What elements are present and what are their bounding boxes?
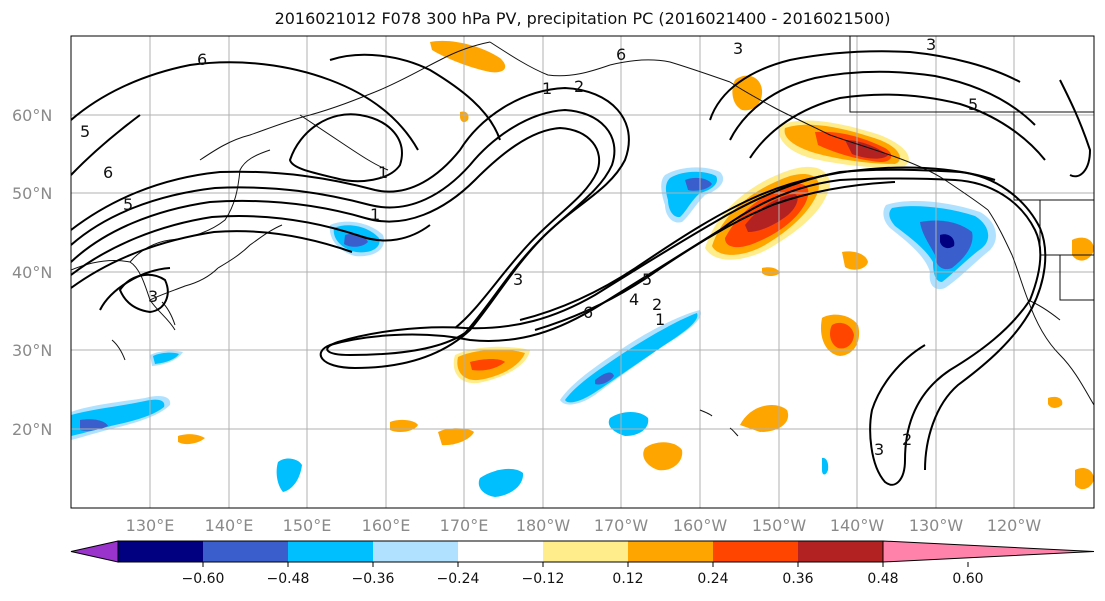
svg-text:130°E: 130°E — [126, 516, 175, 535]
lat-labels: 60°N 50°N 40°N 30°N 20°N — [12, 106, 52, 439]
svg-text:3: 3 — [926, 35, 936, 54]
colorbar-tick-label: −0.36 — [352, 571, 395, 587]
precip-shading — [71, 40, 1094, 497]
svg-text:5: 5 — [642, 270, 652, 289]
colorbar-swatch — [458, 541, 543, 562]
svg-text:20°N: 20°N — [12, 420, 52, 439]
svg-text:150°E: 150°E — [283, 516, 332, 535]
svg-text:1: 1 — [370, 205, 380, 224]
svg-text:2: 2 — [574, 77, 584, 96]
svg-text:3: 3 — [874, 440, 884, 459]
svg-text:60°N: 60°N — [12, 106, 52, 125]
svg-text:5: 5 — [968, 95, 978, 114]
colorbar-extend-low — [70, 540, 119, 563]
colorbar-outline — [117, 540, 884, 563]
svg-text:3: 3 — [148, 287, 158, 306]
colorbar-extend-high — [882, 540, 1095, 563]
svg-text:6: 6 — [583, 303, 593, 322]
svg-text:3: 3 — [733, 39, 743, 58]
colorbar-tick-label: −0.60 — [182, 571, 225, 587]
colorbar-tick-label: −0.12 — [522, 571, 565, 587]
svg-text:170°E: 170°E — [440, 516, 489, 535]
svg-text:140°W: 140°W — [830, 516, 885, 535]
colorbar: −0.60 −0.48 −0.36 −0.24 −0.12 0.12 0.24 0.36 0.4… — [70, 540, 1095, 587]
svg-text:4: 4 — [629, 290, 639, 309]
svg-text:50°N: 50°N — [12, 184, 52, 203]
colorbar-swatch — [798, 541, 883, 562]
svg-text:40°N: 40°N — [12, 263, 52, 282]
svg-text:1: 1 — [378, 163, 388, 182]
lon-labels: 130°E 140°E 150°E 160°E 170°E 180°W 170°… — [126, 516, 1042, 535]
svg-text:120°W: 120°W — [987, 516, 1042, 535]
colorbar-tick-label: −0.24 — [437, 571, 480, 587]
colorbar-tick-label: 0.48 — [867, 571, 898, 587]
svg-text:2: 2 — [652, 295, 662, 314]
svg-text:2: 2 — [902, 430, 912, 449]
svg-text:150°W: 150°W — [752, 516, 807, 535]
svg-text:140°E: 140°E — [205, 516, 254, 535]
svg-text:1: 1 — [542, 79, 552, 98]
svg-text:6: 6 — [197, 50, 207, 69]
svg-text:130°W: 130°W — [909, 516, 964, 535]
map-title: 2016021012 F078 300 hPa PV, precipitatio… — [274, 9, 891, 28]
svg-text:170°W: 170°W — [594, 516, 649, 535]
colorbar-tick-label: 0.60 — [952, 571, 983, 587]
colorbar-swatch — [203, 541, 288, 562]
contour-labels: 6 5 6 5 1 3 1 2 6 3 3 5 6 1 3 4 2 5 2 3 … — [80, 35, 978, 459]
colorbar-tick-label: 0.36 — [782, 571, 813, 587]
svg-text:6: 6 — [103, 163, 113, 182]
pv-contours — [71, 50, 1092, 486]
colorbar-swatch — [713, 541, 798, 562]
colorbar-swatch — [543, 541, 628, 562]
colorbar-swatch — [628, 541, 713, 562]
colorbar-swatch — [118, 541, 203, 562]
svg-text:5: 5 — [123, 195, 133, 214]
svg-text:5: 5 — [80, 122, 90, 141]
svg-text:1: 1 — [655, 310, 665, 329]
colorbar-swatch — [373, 541, 458, 562]
svg-text:160°W: 160°W — [673, 516, 728, 535]
colorbar-tick-label: 0.24 — [697, 571, 728, 587]
svg-text:30°N: 30°N — [12, 341, 52, 360]
svg-text:160°E: 160°E — [362, 516, 411, 535]
colorbar-tick-label: 0.12 — [612, 571, 643, 587]
svg-text:180°W: 180°W — [516, 516, 571, 535]
svg-text:3: 3 — [513, 270, 523, 289]
colorbar-tick-label: −0.48 — [267, 571, 310, 587]
plot-frame — [70, 35, 1095, 509]
colorbar-swatch — [288, 541, 373, 562]
svg-text:6: 6 — [616, 45, 626, 64]
